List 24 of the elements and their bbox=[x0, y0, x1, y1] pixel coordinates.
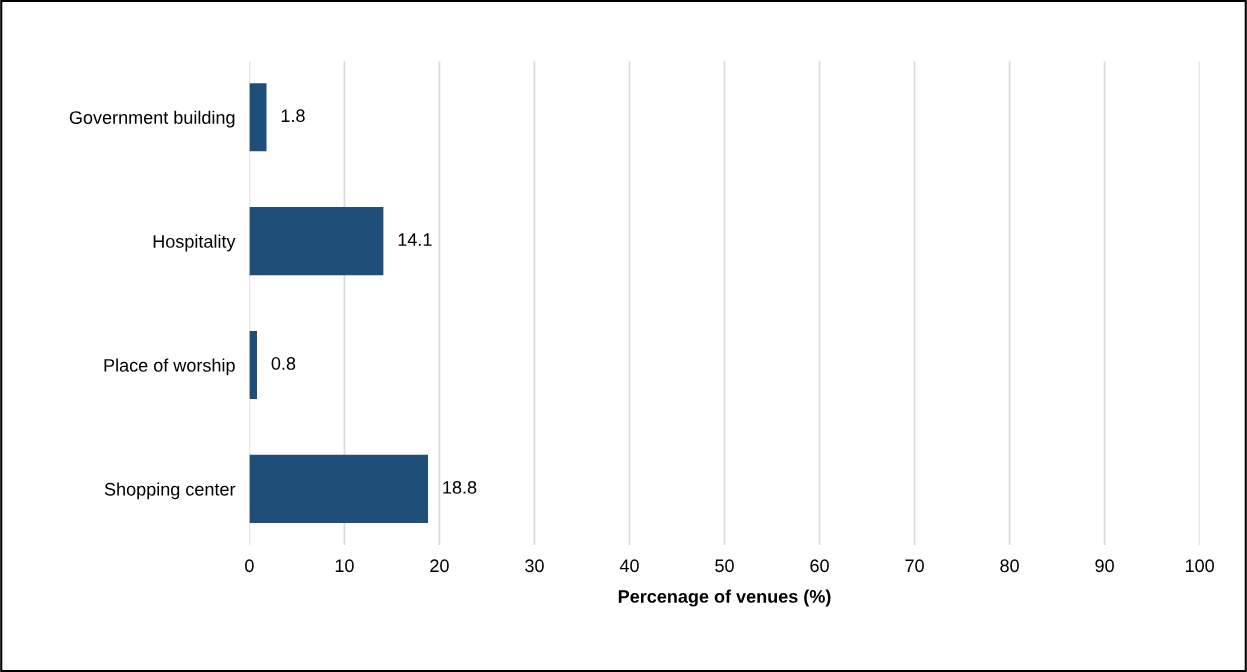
x-tick-label: 90 bbox=[1095, 559, 1114, 573]
bar bbox=[249, 330, 257, 400]
x-tick-label: 100 bbox=[1185, 559, 1214, 573]
x-tick-label: 60 bbox=[810, 559, 829, 573]
y-tick-label: Hospitality bbox=[153, 234, 236, 252]
y-tick-label: Place of worship bbox=[104, 358, 235, 376]
x-tick-label: 20 bbox=[430, 559, 449, 573]
data-label: 0.8 bbox=[271, 357, 296, 370]
x-axis-title: Percenage of venues (%) bbox=[618, 589, 831, 607]
x-tick-label: 30 bbox=[525, 559, 544, 573]
x-tick-label: 0 bbox=[245, 559, 254, 573]
data-label: 1.8 bbox=[281, 109, 305, 123]
x-tick-label: 10 bbox=[335, 559, 354, 573]
data-label: 18.8 bbox=[443, 480, 477, 494]
bar bbox=[249, 83, 267, 152]
y-tick-label: Government building bbox=[69, 110, 235, 128]
x-tick-label: 80 bbox=[1000, 559, 1019, 573]
y-tick-label: Shopping center bbox=[104, 482, 236, 500]
x-tick-label: 50 bbox=[715, 559, 734, 573]
bar bbox=[249, 207, 384, 276]
x-tick-label: 40 bbox=[619, 559, 639, 573]
data-label: 14.1 bbox=[398, 233, 432, 246]
bar bbox=[249, 454, 429, 523]
x-tick-label: 70 bbox=[905, 559, 924, 573]
